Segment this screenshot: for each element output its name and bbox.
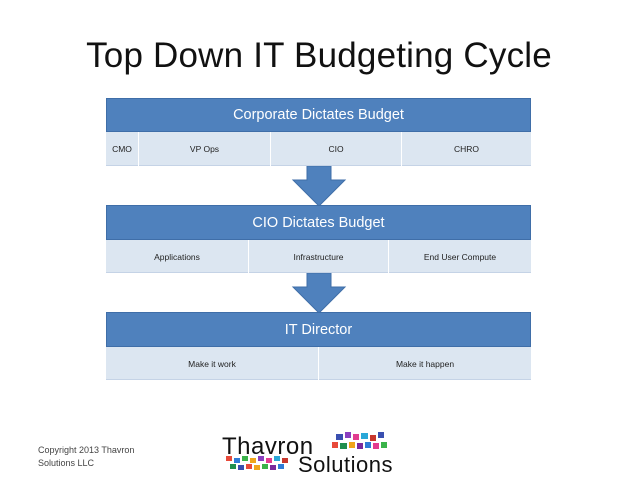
cell-infrastructure: Infrastructure — [249, 240, 389, 273]
cell-vp-ops: VP Ops — [139, 132, 271, 166]
corporate-block: Corporate Dictates Budget CMO VP Ops CIO… — [106, 98, 531, 166]
cio-header: CIO Dictates Budget — [106, 205, 531, 240]
down-arrow-icon — [291, 273, 347, 313]
logo-word-thavron: Thavron — [222, 433, 314, 460]
down-arrow-shape — [291, 273, 347, 313]
copyright-line-1: Copyright 2013 Thavron — [38, 445, 135, 455]
down-arrow-icon — [291, 166, 347, 206]
corporate-cells: CMO VP Ops CIO CHRO — [106, 132, 531, 166]
down-arrow-shape — [291, 166, 347, 206]
thavron-logo: Thavron Solutions — [222, 432, 393, 475]
slide-title: Top Down IT Budgeting Cycle — [86, 36, 552, 75]
cio-cells: Applications Infrastructure End User Com… — [106, 240, 531, 273]
copyright-line-2: Solutions LLC — [38, 458, 95, 468]
it-director-block: IT Director Make it work Make it happen — [106, 312, 531, 380]
it-director-header: IT Director — [106, 312, 531, 347]
corporate-header: Corporate Dictates Budget — [106, 98, 531, 132]
cell-make-it-happen: Make it happen — [319, 347, 531, 380]
copyright-text: Copyright 2013 Thavron Solutions LLC — [38, 444, 158, 470]
cell-cio: CIO — [271, 132, 402, 166]
cell-end-user-compute: End User Compute — [389, 240, 531, 273]
cell-chro: CHRO — [402, 132, 531, 166]
cell-cmo: CMO — [106, 132, 139, 166]
it-director-cells: Make it work Make it happen — [106, 347, 531, 380]
logo-word-solutions: Solutions — [298, 452, 393, 475]
cio-block: CIO Dictates Budget Applications Infrast… — [106, 205, 531, 273]
cell-applications: Applications — [106, 240, 249, 273]
logo-mosaic — [226, 432, 387, 470]
cell-make-it-work: Make it work — [106, 347, 319, 380]
